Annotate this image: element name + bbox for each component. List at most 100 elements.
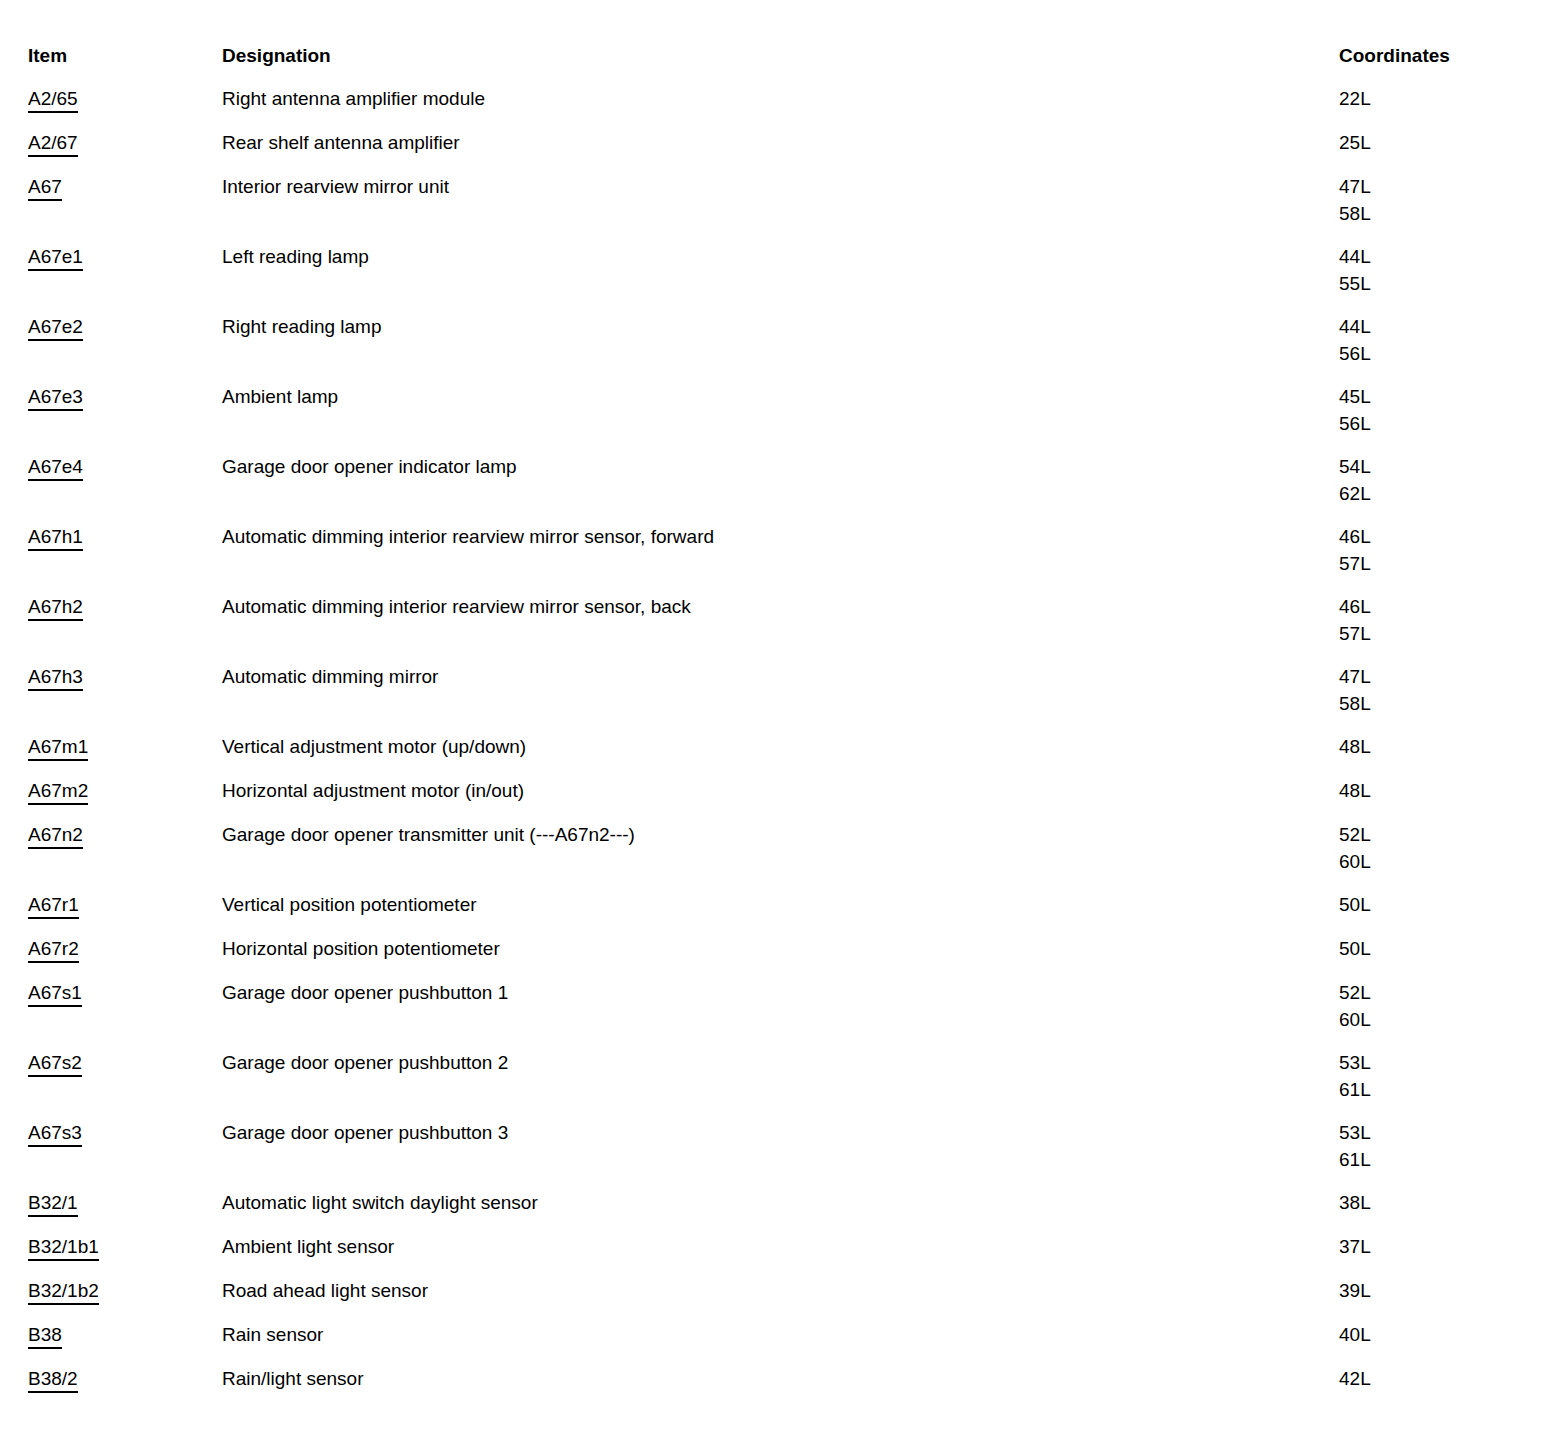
item-code-link[interactable]: A67h2 bbox=[28, 596, 83, 621]
item-cell: A67m2 bbox=[28, 777, 222, 805]
coordinate-value: 50L bbox=[1339, 891, 1548, 918]
coordinates-cell: 53L61L bbox=[1339, 1049, 1548, 1103]
item-code-link[interactable]: B38 bbox=[28, 1324, 62, 1349]
coordinate-value: 44L bbox=[1339, 313, 1548, 340]
item-cell: A67e4 bbox=[28, 453, 222, 507]
coordinates-cell: 37L bbox=[1339, 1233, 1548, 1261]
item-code-link[interactable]: A67n2 bbox=[28, 824, 83, 849]
item-code-link[interactable]: A67e1 bbox=[28, 246, 83, 271]
coordinates-cell: 22L bbox=[1339, 85, 1548, 113]
item-cell: A67 bbox=[28, 173, 222, 227]
item-cell: A67m1 bbox=[28, 733, 222, 761]
item-code-link[interactable]: A67m1 bbox=[28, 736, 88, 761]
table-row: A67e1 Left reading lamp 44L55L bbox=[28, 243, 1548, 297]
table-row: B38/2 Rain/light sensor 42L bbox=[28, 1365, 1548, 1393]
coordinates-cell: 54L62L bbox=[1339, 453, 1548, 507]
designation-cell: Left reading lamp bbox=[222, 243, 1339, 297]
coordinate-value: 56L bbox=[1339, 410, 1548, 437]
designation-cell: Horizontal adjustment motor (in/out) bbox=[222, 777, 1339, 805]
item-code-link[interactable]: A67e2 bbox=[28, 316, 83, 341]
designation-cell: Garage door opener indicator lamp bbox=[222, 453, 1339, 507]
designation-cell: Garage door opener pushbutton 2 bbox=[222, 1049, 1339, 1103]
coordinate-value: 39L bbox=[1339, 1277, 1548, 1304]
item-cell: B32/1b2 bbox=[28, 1277, 222, 1305]
coordinate-value: 53L bbox=[1339, 1049, 1548, 1076]
item-cell: B38 bbox=[28, 1321, 222, 1349]
item-code-link[interactable]: A2/67 bbox=[28, 132, 78, 157]
item-cell: A67e1 bbox=[28, 243, 222, 297]
item-cell: A67h1 bbox=[28, 523, 222, 577]
coordinate-value: 61L bbox=[1339, 1146, 1548, 1173]
coordinates-cell: 47L58L bbox=[1339, 173, 1548, 227]
coordinates-cell: 48L bbox=[1339, 733, 1548, 761]
designation-cell: Garage door opener transmitter unit (---… bbox=[222, 821, 1339, 875]
coordinate-value: 47L bbox=[1339, 663, 1548, 690]
table-row: A67h1 Automatic dimming interior rearvie… bbox=[28, 523, 1548, 577]
item-code-link[interactable]: A67 bbox=[28, 176, 62, 201]
item-code-link[interactable]: A67m2 bbox=[28, 780, 88, 805]
coordinate-value: 58L bbox=[1339, 200, 1548, 227]
item-code-link[interactable]: A2/65 bbox=[28, 88, 78, 113]
item-cell: A67r2 bbox=[28, 935, 222, 963]
coordinates-cell: 38L bbox=[1339, 1189, 1548, 1217]
table-row: A2/65 Right antenna amplifier module 22L bbox=[28, 85, 1548, 113]
coordinate-value: 57L bbox=[1339, 550, 1548, 577]
coordinates-cell: 50L bbox=[1339, 935, 1548, 963]
item-cell: A2/67 bbox=[28, 129, 222, 157]
item-code-link[interactable]: B38/2 bbox=[28, 1368, 78, 1393]
item-code-link[interactable]: A67h1 bbox=[28, 526, 83, 551]
item-code-link[interactable]: A67s2 bbox=[28, 1052, 82, 1077]
item-cell: A67s3 bbox=[28, 1119, 222, 1173]
item-code-link[interactable]: A67e4 bbox=[28, 456, 83, 481]
item-code-link[interactable]: A67r2 bbox=[28, 938, 79, 963]
coordinates-cell: 50L bbox=[1339, 891, 1548, 919]
designation-cell: Automatic light switch daylight sensor bbox=[222, 1189, 1339, 1217]
coordinates-cell: 39L bbox=[1339, 1277, 1548, 1305]
item-cell: B32/1b1 bbox=[28, 1233, 222, 1261]
coordinates-cell: 40L bbox=[1339, 1321, 1548, 1349]
table-row: B38 Rain sensor 40L bbox=[28, 1321, 1548, 1349]
coordinates-cell: 42L bbox=[1339, 1365, 1548, 1393]
item-cell: A67n2 bbox=[28, 821, 222, 875]
item-cell: A67s1 bbox=[28, 979, 222, 1033]
coordinate-value: 25L bbox=[1339, 129, 1548, 156]
designation-cell: Rain/light sensor bbox=[222, 1365, 1339, 1393]
item-code-link[interactable]: A67r1 bbox=[28, 894, 79, 919]
item-cell: A67e2 bbox=[28, 313, 222, 367]
coordinate-value: 22L bbox=[1339, 85, 1548, 112]
item-code-link[interactable]: A67e3 bbox=[28, 386, 83, 411]
table-row: A67r1 Vertical position potentiometer 50… bbox=[28, 891, 1548, 919]
designation-cell: Rain sensor bbox=[222, 1321, 1339, 1349]
item-cell: A67h2 bbox=[28, 593, 222, 647]
coordinates-cell: 46L57L bbox=[1339, 593, 1548, 647]
table-header-row: Item Designation Coordinates bbox=[28, 42, 1548, 69]
designation-cell: Interior rearview mirror unit bbox=[222, 173, 1339, 227]
table-row: A67n2 Garage door opener transmitter uni… bbox=[28, 821, 1548, 875]
item-code-link[interactable]: A67s3 bbox=[28, 1122, 82, 1147]
designation-cell: Right antenna amplifier module bbox=[222, 85, 1339, 113]
table-row: A67s3 Garage door opener pushbutton 3 53… bbox=[28, 1119, 1548, 1173]
component-legend-page: Item Designation Coordinates A2/65 Right… bbox=[0, 0, 1568, 1438]
designation-cell: Horizontal position potentiometer bbox=[222, 935, 1339, 963]
designation-cell: Garage door opener pushbutton 3 bbox=[222, 1119, 1339, 1173]
coordinate-value: 57L bbox=[1339, 620, 1548, 647]
table-row: B32/1b1 Ambient light sensor 37L bbox=[28, 1233, 1548, 1261]
coordinate-value: 54L bbox=[1339, 453, 1548, 480]
table-row: A2/67 Rear shelf antenna amplifier 25L bbox=[28, 129, 1548, 157]
column-header-coordinates: Coordinates bbox=[1339, 42, 1548, 69]
table-body: A2/65 Right antenna amplifier module 22L… bbox=[28, 85, 1548, 1393]
coordinate-value: 46L bbox=[1339, 523, 1548, 550]
designation-cell: Right reading lamp bbox=[222, 313, 1339, 367]
item-code-link[interactable]: A67s1 bbox=[28, 982, 82, 1007]
table-row: A67s1 Garage door opener pushbutton 1 52… bbox=[28, 979, 1548, 1033]
item-code-link[interactable]: B32/1 bbox=[28, 1192, 78, 1217]
coordinate-value: 37L bbox=[1339, 1233, 1548, 1260]
designation-cell: Vertical position potentiometer bbox=[222, 891, 1339, 919]
coordinates-cell: 44L55L bbox=[1339, 243, 1548, 297]
item-code-link[interactable]: B32/1b1 bbox=[28, 1236, 99, 1261]
table-row: A67e2 Right reading lamp 44L56L bbox=[28, 313, 1548, 367]
item-code-link[interactable]: B32/1b2 bbox=[28, 1280, 99, 1305]
table-row: A67h3 Automatic dimming mirror 47L58L bbox=[28, 663, 1548, 717]
designation-cell: Vertical adjustment motor (up/down) bbox=[222, 733, 1339, 761]
item-code-link[interactable]: A67h3 bbox=[28, 666, 83, 691]
